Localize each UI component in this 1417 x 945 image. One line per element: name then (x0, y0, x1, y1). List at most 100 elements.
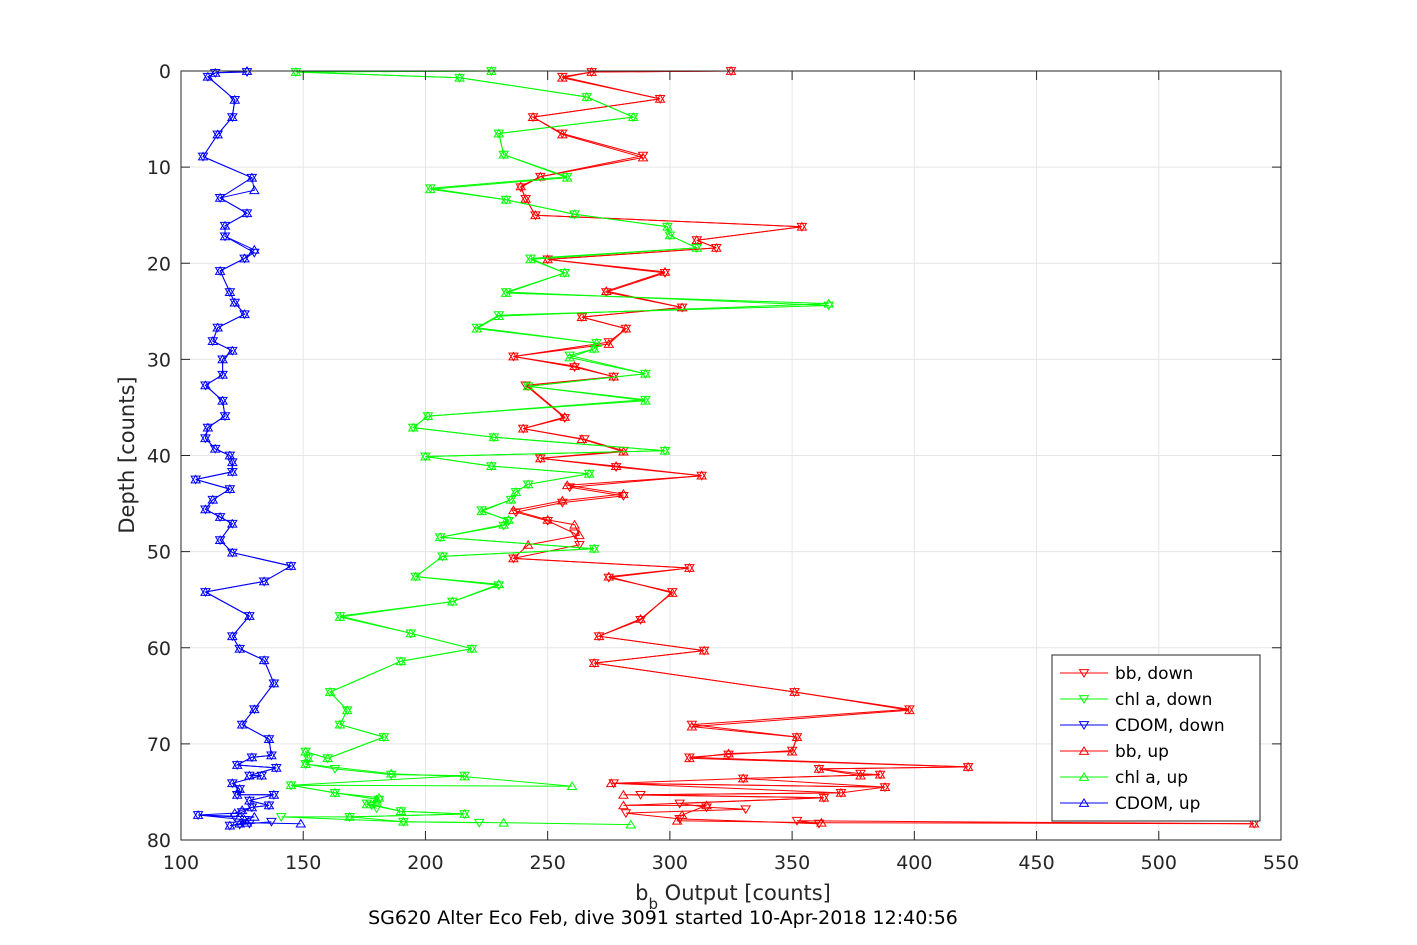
data-point (437, 551, 448, 561)
data-point (329, 764, 341, 774)
data-point (486, 461, 497, 470)
data-point (637, 152, 649, 162)
data-point (559, 412, 571, 421)
data-point (209, 67, 221, 77)
series-line (281, 70, 829, 824)
data-point (214, 192, 226, 202)
data-point (686, 720, 698, 730)
data-point (234, 784, 246, 793)
data-point (874, 769, 886, 779)
data-point (559, 414, 571, 424)
data-point (422, 411, 434, 420)
y-tick-label: 60 (147, 638, 171, 660)
data-point (684, 562, 695, 572)
data-point (493, 128, 505, 138)
data-point (520, 193, 532, 203)
data-point (676, 809, 688, 819)
data-point (446, 596, 458, 606)
data-point (300, 759, 312, 768)
data-point (246, 802, 258, 812)
data-point (556, 495, 568, 505)
data-point (522, 381, 534, 391)
data-point (586, 66, 598, 76)
data-point (791, 732, 803, 742)
data-point (224, 287, 236, 296)
legend-label: chl a, down (1115, 690, 1212, 710)
data-point (236, 808, 248, 818)
data-point (542, 516, 554, 526)
data-point (823, 298, 835, 308)
data-point (637, 151, 649, 161)
data-point (285, 780, 297, 790)
data-point (569, 361, 580, 370)
data-point (300, 746, 312, 756)
data-point (710, 242, 722, 252)
data-point (510, 508, 522, 518)
data-point (600, 286, 612, 296)
data-point (701, 800, 712, 810)
legend-marker (1078, 669, 1090, 679)
data-point (640, 368, 651, 378)
data-point (371, 794, 382, 804)
data-point (471, 323, 483, 333)
series-line (195, 71, 293, 827)
data-point (239, 814, 250, 824)
y-tick-label: 10 (147, 157, 171, 179)
series-line (512, 70, 1255, 825)
data-point (246, 172, 258, 182)
data-point (219, 231, 231, 241)
data-point (569, 529, 580, 539)
data-point (542, 254, 554, 264)
data-point (542, 514, 554, 524)
data-point (285, 561, 297, 570)
data-point (813, 819, 825, 829)
data-point (569, 519, 580, 529)
x-tick-label: 200 (407, 852, 443, 874)
data-point (420, 451, 431, 461)
data-point (214, 265, 226, 275)
data-point (855, 769, 866, 779)
legend-box (1051, 654, 1261, 822)
data-point (503, 514, 514, 524)
data-point (202, 422, 214, 432)
data-point (231, 760, 243, 769)
data-point (698, 645, 710, 655)
data-point (723, 750, 734, 760)
data-point (407, 422, 419, 432)
data-point (302, 753, 314, 763)
data-point (566, 781, 578, 791)
data-point (500, 288, 512, 297)
x-axis-label-main: b (635, 881, 648, 905)
data-point (241, 208, 253, 218)
data-point (275, 813, 287, 822)
data-point (796, 221, 808, 231)
data-point (246, 752, 258, 762)
data-point (200, 380, 211, 390)
legend-item: bb, down (1060, 664, 1193, 684)
data-point (498, 817, 510, 827)
data-point (500, 194, 512, 204)
data-point (236, 719, 248, 729)
data-point (224, 820, 236, 830)
data-point (904, 705, 915, 715)
data-point (603, 573, 615, 583)
legend-item: CDOM, up (1060, 794, 1200, 814)
data-point (510, 487, 522, 496)
data-point (620, 809, 632, 819)
data-point (236, 805, 248, 815)
data-point (498, 149, 510, 159)
data-point (212, 129, 224, 139)
legend-marker (1078, 797, 1090, 807)
data-point (618, 491, 629, 501)
data-point (270, 762, 282, 772)
data-point (671, 815, 683, 825)
data-point (569, 209, 580, 219)
y-tick-label: 70 (147, 734, 171, 756)
data-point (226, 345, 238, 355)
data-point (618, 488, 629, 498)
data-point (344, 811, 356, 821)
legend-item: bb, up (1060, 742, 1169, 762)
data-point (200, 433, 211, 443)
data-point (508, 351, 519, 361)
